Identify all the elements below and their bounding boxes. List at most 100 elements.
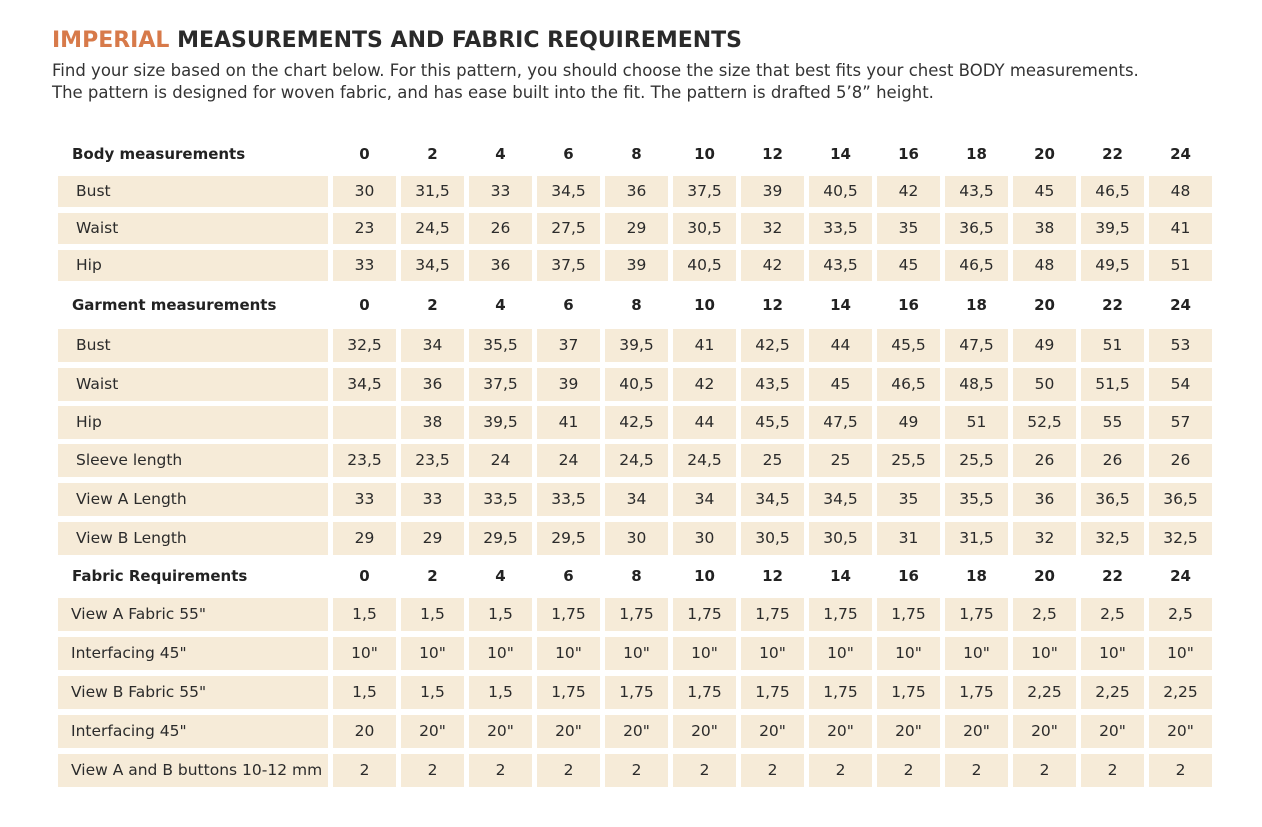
value-cell: 33 — [401, 482, 464, 516]
value-cell: 45,5 — [877, 328, 940, 362]
value-cell: 10" — [945, 636, 1008, 670]
value-cell: 42 — [877, 175, 940, 207]
value-cell: 29 — [333, 521, 396, 555]
value-cell: 36,5 — [1149, 482, 1212, 516]
size-header: 8 — [631, 567, 642, 585]
value-cell: 35 — [877, 482, 940, 516]
value-cell: 38 — [1013, 212, 1076, 244]
value-cell: 10" — [605, 636, 668, 670]
value-cell: 29 — [605, 212, 668, 244]
value-cell: 33 — [469, 175, 532, 207]
value-cell: 43,5 — [945, 175, 1008, 207]
value-cell: 40,5 — [605, 367, 668, 401]
value-cell: 1,75 — [741, 597, 804, 631]
size-header: 18 — [966, 145, 987, 163]
row-label: Interfacing 45" — [58, 714, 328, 748]
value-cell: 51 — [1081, 328, 1144, 362]
size-header: 6 — [563, 145, 574, 163]
value-cell: 26 — [1013, 443, 1076, 477]
value-cell: 46,5 — [945, 249, 1008, 281]
value-cell: 34 — [673, 482, 736, 516]
value-cell: 33 — [333, 482, 396, 516]
value-cell: 36 — [605, 175, 668, 207]
value-cell: 41 — [1149, 212, 1212, 244]
row-label: Waist — [58, 367, 328, 401]
value-cell: 34 — [605, 482, 668, 516]
size-header: 8 — [631, 145, 642, 163]
value-cell: 32 — [741, 212, 804, 244]
size-header: 20 — [1034, 567, 1055, 585]
value-cell: 26 — [469, 212, 532, 244]
value-cell: 24,5 — [401, 212, 464, 244]
size-header: 0 — [359, 145, 370, 163]
value-cell: 1,75 — [877, 597, 940, 631]
value-cell: 1,5 — [401, 597, 464, 631]
value-cell: 24 — [469, 443, 532, 477]
row-label: View B Fabric 55" — [58, 675, 328, 709]
size-header: 10 — [694, 145, 715, 163]
value-cell: 30 — [673, 521, 736, 555]
value-cell: 10" — [741, 636, 804, 670]
value-cell: 20" — [401, 714, 464, 748]
value-cell: 1,75 — [537, 675, 600, 709]
value-cell: 1,75 — [741, 675, 804, 709]
value-cell: 29 — [401, 521, 464, 555]
value-cell: 31,5 — [401, 175, 464, 207]
size-header: 4 — [495, 296, 506, 314]
value-cell: 2 — [1149, 753, 1212, 787]
value-cell: 31 — [877, 521, 940, 555]
value-cell: 33,5 — [469, 482, 532, 516]
value-cell: 20" — [945, 714, 1008, 748]
value-cell: 20" — [537, 714, 600, 748]
size-header: 20 — [1034, 145, 1055, 163]
description: Find your size based on the chart below.… — [52, 61, 1139, 80]
size-header: 10 — [694, 296, 715, 314]
value-cell: 39 — [741, 175, 804, 207]
value-cell: 1,75 — [877, 675, 940, 709]
value-cell: 32,5 — [1081, 521, 1144, 555]
value-cell: 36 — [1013, 482, 1076, 516]
value-cell: 1,75 — [673, 675, 736, 709]
size-header: 16 — [898, 145, 919, 163]
value-cell — [333, 405, 396, 439]
row-label: Hip — [58, 405, 328, 439]
value-cell: 54 — [1149, 367, 1212, 401]
size-header: 22 — [1102, 296, 1123, 314]
value-cell: 20" — [1149, 714, 1212, 748]
size-header: 20 — [1034, 296, 1055, 314]
size-header: 14 — [830, 567, 851, 585]
value-cell: 43,5 — [809, 249, 872, 281]
value-cell: 30,5 — [673, 212, 736, 244]
row-label: View A and B buttons 10-12 mm — [58, 753, 328, 787]
value-cell: 29,5 — [469, 521, 532, 555]
size-header: 4 — [495, 145, 506, 163]
value-cell: 10" — [673, 636, 736, 670]
value-cell: 2 — [537, 753, 600, 787]
value-cell: 52,5 — [1013, 405, 1076, 439]
value-cell: 46,5 — [1081, 175, 1144, 207]
value-cell: 42,5 — [741, 328, 804, 362]
value-cell: 1,75 — [537, 597, 600, 631]
value-cell: 2 — [741, 753, 804, 787]
value-cell: 48 — [1149, 175, 1212, 207]
value-cell: 30 — [605, 521, 668, 555]
size-header: 0 — [359, 296, 370, 314]
value-cell: 10" — [809, 636, 872, 670]
value-cell: 2 — [1013, 753, 1076, 787]
row-label: Bust — [58, 175, 328, 207]
value-cell: 51,5 — [1081, 367, 1144, 401]
value-cell: 1,5 — [401, 675, 464, 709]
value-cell: 44 — [809, 328, 872, 362]
size-header: 14 — [830, 296, 851, 314]
value-cell: 42 — [741, 249, 804, 281]
value-cell: 39,5 — [1081, 212, 1144, 244]
value-cell: 38 — [401, 405, 464, 439]
value-cell: 1,75 — [945, 675, 1008, 709]
row-label: Sleeve length — [58, 443, 328, 477]
value-cell: 20" — [673, 714, 736, 748]
value-cell: 1,5 — [333, 675, 396, 709]
value-cell: 49 — [1013, 328, 1076, 362]
value-cell: 39,5 — [469, 405, 532, 439]
value-cell: 53 — [1149, 328, 1212, 362]
size-header: 12 — [762, 296, 783, 314]
